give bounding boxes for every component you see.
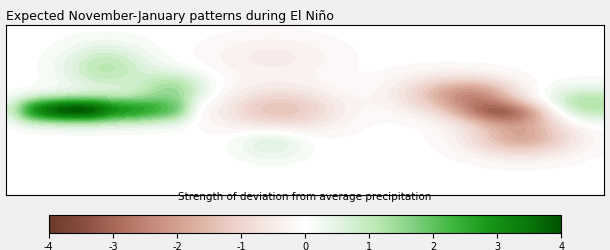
Text: Strength of deviation from average precipitation: Strength of deviation from average preci… <box>178 192 432 202</box>
Text: Expected November-January patterns during El Niño: Expected November-January patterns durin… <box>6 10 334 23</box>
